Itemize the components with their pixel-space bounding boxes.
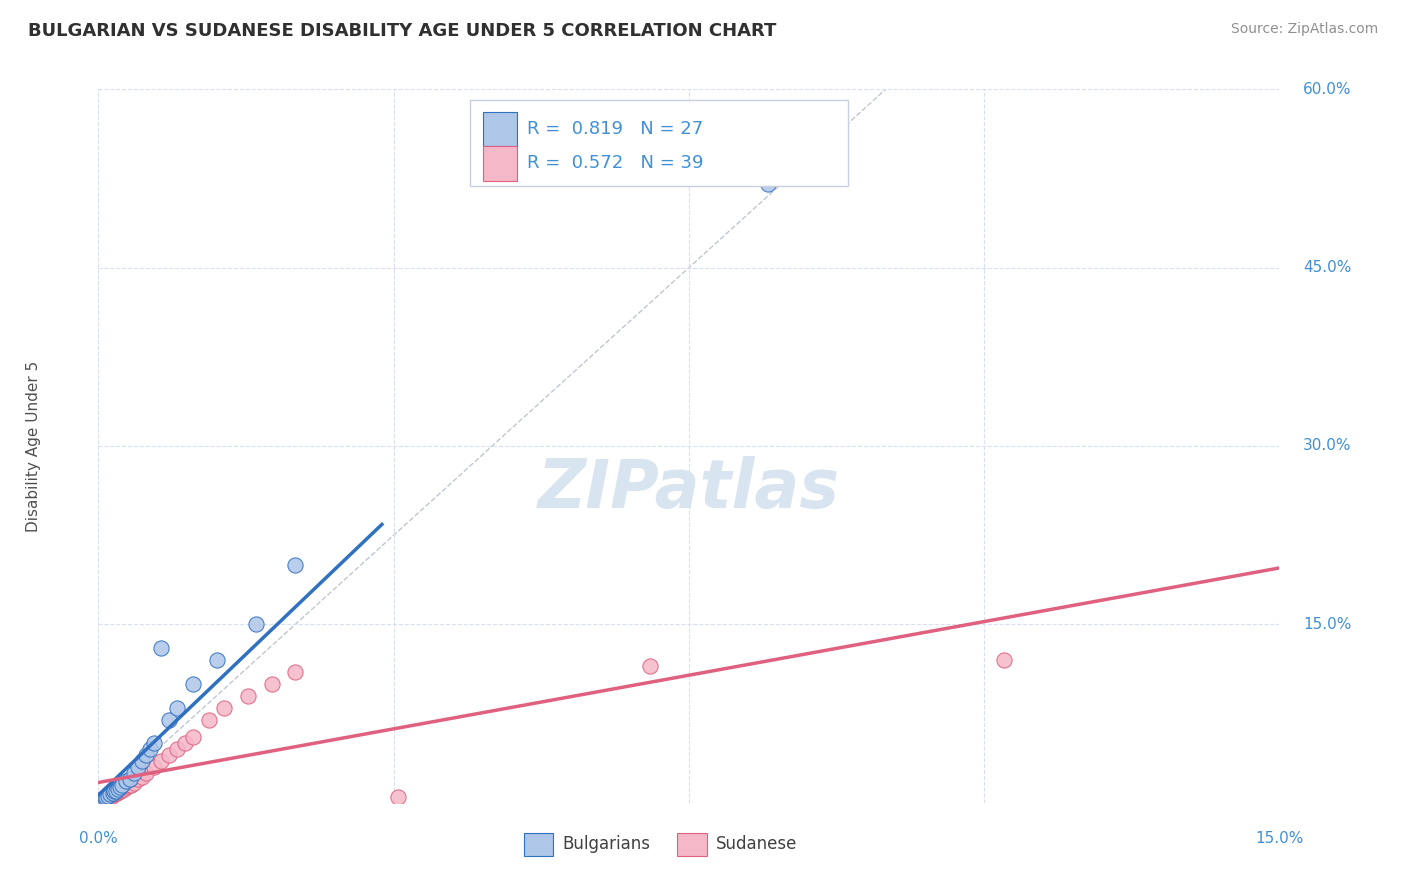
Point	[122, 775, 145, 789]
Text: 30.0%: 30.0%	[1303, 439, 1351, 453]
FancyBboxPatch shape	[484, 112, 516, 146]
Point	[150, 754, 173, 768]
FancyBboxPatch shape	[484, 146, 516, 180]
Point	[174, 736, 197, 750]
FancyBboxPatch shape	[678, 833, 707, 856]
Text: BULGARIAN VS SUDANESE DISABILITY AGE UNDER 5 CORRELATION CHART: BULGARIAN VS SUDANESE DISABILITY AGE UND…	[28, 22, 776, 40]
Point	[131, 770, 153, 784]
Point	[131, 754, 153, 768]
Point	[284, 558, 307, 572]
Point	[127, 772, 149, 786]
Point	[112, 781, 135, 796]
Point	[115, 780, 138, 795]
Text: 15.0%: 15.0%	[1256, 831, 1303, 847]
Point	[135, 748, 157, 763]
Point	[214, 700, 236, 714]
Point	[96, 789, 118, 804]
Point	[181, 677, 204, 691]
Point	[98, 788, 121, 802]
Point	[91, 792, 114, 806]
Point	[284, 665, 307, 679]
Point	[93, 791, 115, 805]
Point	[101, 789, 124, 803]
Point	[122, 766, 145, 780]
Text: Bulgarians: Bulgarians	[562, 835, 651, 853]
Point	[756, 178, 779, 192]
Point	[236, 689, 259, 703]
Text: Sudanese: Sudanese	[716, 835, 797, 853]
Point	[105, 786, 128, 800]
Text: Source: ZipAtlas.com: Source: ZipAtlas.com	[1230, 22, 1378, 37]
Point	[150, 641, 173, 656]
Text: R =  0.572   N = 39: R = 0.572 N = 39	[527, 154, 703, 172]
Point	[107, 785, 129, 799]
Point	[97, 791, 120, 805]
Point	[142, 760, 165, 774]
Point	[245, 617, 267, 632]
Point	[138, 742, 160, 756]
Point	[107, 781, 129, 796]
Text: Disability Age Under 5: Disability Age Under 5	[25, 360, 41, 532]
Point	[181, 731, 204, 745]
Point	[110, 784, 132, 798]
Point	[103, 788, 125, 802]
Point	[205, 653, 228, 667]
Point	[111, 778, 134, 792]
Point	[118, 778, 141, 792]
Text: R =  0.819   N = 27: R = 0.819 N = 27	[527, 120, 703, 138]
Text: 15.0%: 15.0%	[1303, 617, 1351, 632]
Point	[96, 791, 118, 805]
Point	[387, 789, 409, 804]
Point	[111, 782, 134, 797]
Point	[166, 742, 188, 756]
Point	[121, 778, 143, 792]
Point	[118, 772, 141, 786]
Point	[166, 700, 188, 714]
FancyBboxPatch shape	[471, 100, 848, 186]
Point	[135, 766, 157, 780]
Point	[110, 780, 132, 795]
Point	[98, 789, 121, 804]
Text: 0.0%: 0.0%	[79, 831, 118, 847]
FancyBboxPatch shape	[523, 833, 553, 856]
Text: 45.0%: 45.0%	[1303, 260, 1351, 275]
Point	[117, 779, 139, 793]
Point	[142, 736, 165, 750]
Point	[97, 789, 120, 803]
Point	[91, 793, 114, 807]
Text: ZIPatlas: ZIPatlas	[538, 456, 839, 522]
Point	[104, 784, 127, 798]
Point	[115, 774, 138, 789]
Point	[108, 784, 131, 798]
Point	[157, 713, 180, 727]
Point	[638, 659, 661, 673]
Text: 60.0%: 60.0%	[1303, 82, 1351, 96]
Point	[98, 789, 121, 804]
Point	[94, 792, 117, 806]
Point	[101, 786, 124, 800]
Point	[104, 786, 127, 800]
Point	[157, 748, 180, 763]
Point	[197, 713, 219, 727]
Point	[260, 677, 283, 691]
Point	[127, 760, 149, 774]
Point	[101, 788, 124, 802]
Point	[993, 653, 1015, 667]
Point	[103, 784, 125, 798]
Point	[93, 792, 115, 806]
